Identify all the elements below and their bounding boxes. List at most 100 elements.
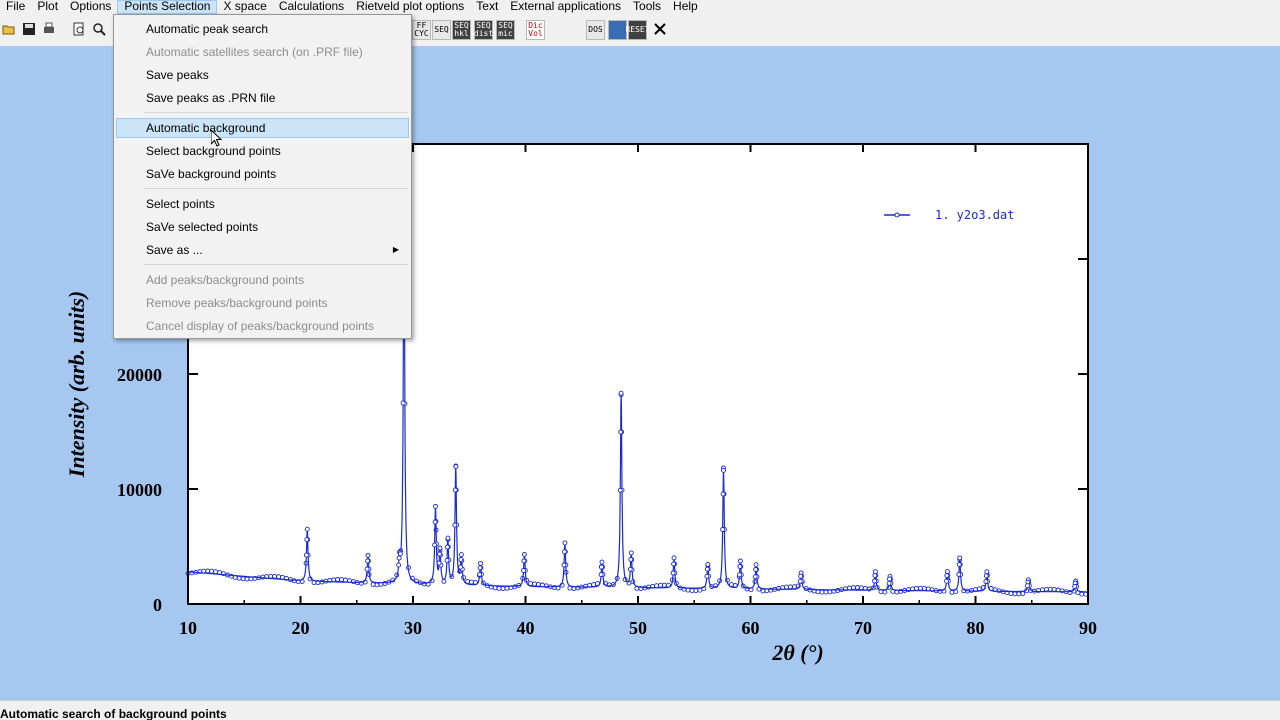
data-point [303, 560, 309, 566]
menu-plot[interactable]: Plot [37, 0, 59, 13]
dicvol-button[interactable]: Dic Vol [526, 20, 545, 40]
x-tick-label: 50 [629, 618, 647, 638]
menu-separator [144, 112, 408, 113]
preview-icon [72, 22, 86, 38]
x-tick-label: 40 [517, 618, 535, 638]
peak-marker [752, 562, 760, 580]
peak-marker [886, 573, 894, 586]
menu-rietveld-plot-options[interactable]: Rietveld plot options [356, 0, 465, 13]
peak-marker [396, 549, 403, 568]
print-button[interactable] [40, 20, 58, 40]
data-point [449, 574, 455, 580]
data-point [724, 577, 730, 583]
data-point [390, 577, 396, 583]
x-tick-label: 60 [742, 618, 760, 638]
peak-marker [797, 570, 805, 584]
data-point [441, 578, 447, 584]
data-point [555, 585, 561, 591]
plot-area: 10 20 30 40 50 60 70 80 90 0 10000 20000 2θ (°) Inten… [0, 46, 1280, 700]
data-point [559, 582, 565, 588]
save-button[interactable] [20, 20, 38, 40]
menu-option-automatic-peak-search[interactable]: Automatic peak search [146, 22, 269, 36]
submenu-arrow-icon: ▶ [392, 245, 399, 254]
peak-marker [617, 390, 625, 493]
peak-marker [432, 504, 439, 548]
menu-file[interactable]: File [6, 0, 26, 13]
data-point [366, 572, 372, 577]
menu-separator [144, 264, 408, 265]
status-bar: Automatic search of background points [0, 700, 1280, 720]
data-point [610, 582, 616, 588]
menu-option-add-peaks-background-points[interactable]: Add peaks/background points [146, 273, 305, 287]
menu-option-cancel-display-of-peaks-background-points[interactable]: Cancel display of peaks/background point… [146, 319, 375, 333]
menu-calculations[interactable]: Calculations [278, 0, 345, 13]
peak-marker [521, 551, 528, 573]
peak-marker [670, 555, 678, 576]
x-tick-label: 10 [179, 618, 197, 638]
menu-external-applications[interactable]: External applications [510, 0, 622, 13]
menu-option-remove-peaks-background-points[interactable]: Remove peaks/background points [146, 296, 328, 310]
data-point [520, 575, 526, 581]
x-tick-label: 20 [292, 618, 310, 638]
data-point [386, 579, 392, 585]
menu-points-selection[interactable]: Points Selection [117, 0, 218, 14]
x-tick-label: 30 [404, 618, 422, 638]
data-point [622, 577, 628, 582]
y-axis-label: Intensity (arb. units) [64, 291, 89, 478]
menu-text[interactable]: Text [476, 0, 499, 13]
data-point [953, 589, 959, 595]
menu-options[interactable]: Options [70, 0, 112, 13]
peak-marker [444, 535, 452, 563]
open-icon [2, 22, 16, 38]
ffcyc-button[interactable]: FF CYC [412, 20, 431, 40]
menu-option-select-points[interactable]: Select points [146, 197, 215, 211]
menu-help[interactable]: Help [673, 0, 698, 13]
data-point [524, 577, 530, 583]
menu-separator [144, 188, 408, 189]
menu-option-select-background-points[interactable]: Select background points [146, 144, 281, 158]
menu-option-save-background-points[interactable]: SaVe background points [146, 167, 277, 181]
zoom-icon [92, 22, 106, 38]
legend-label: 1. y2o3.dat [935, 208, 1014, 222]
close-button[interactable] [650, 20, 670, 40]
peak-marker [458, 552, 465, 572]
reset-button[interactable]: RESET [625, 20, 650, 40]
peak-marker [737, 558, 744, 578]
menu-option-save-selected-points[interactable]: SaVe selected points [146, 220, 259, 234]
menu-option-automatic-satellites-search-on-prf-file[interactable]: Automatic satellites search (on .PRF fil… [146, 45, 363, 59]
menu-x-space[interactable]: X space [223, 0, 267, 13]
peak-marker [598, 559, 606, 578]
peak-marker [1072, 578, 1079, 589]
menu-option-save-peaks-as-prn-file[interactable]: Save peaks as .PRN file [146, 91, 276, 105]
data-point [602, 580, 608, 586]
menu-option-automatic-background[interactable]: Automatic background [116, 118, 409, 138]
zoom-button[interactable] [90, 20, 108, 40]
data-point [433, 527, 439, 533]
data-point [882, 589, 888, 595]
seq-hkl-button[interactable]: SEQ hkl [452, 20, 471, 40]
data-point [980, 585, 986, 590]
peak-marker [303, 526, 311, 558]
menu-tools[interactable]: Tools [633, 0, 662, 13]
y-tick-label: 0 [153, 595, 162, 615]
data-point [516, 582, 522, 588]
seq-mic-button[interactable]: SEQ mic [496, 20, 515, 40]
seq-dist-button[interactable]: SEQ dist [473, 20, 494, 40]
menu-option-save-as[interactable]: Save as ... ▶ [116, 240, 409, 260]
peak-marker [956, 555, 964, 577]
legend-marker [894, 212, 900, 218]
peak-marker [561, 540, 569, 568]
data-point [630, 579, 636, 585]
seq-button[interactable]: SEQ [432, 20, 451, 40]
peak-marker [627, 550, 635, 573]
open-button[interactable] [0, 20, 18, 40]
menu-option-save-peaks[interactable]: Save peaks [146, 68, 209, 82]
preview-button[interactable] [70, 20, 88, 40]
image-button[interactable] [608, 20, 627, 40]
data-point [673, 580, 679, 586]
dos-button[interactable]: DOS [586, 20, 605, 40]
data-point [480, 580, 486, 586]
data-point [413, 578, 419, 584]
data-point [665, 582, 671, 588]
data-point [614, 575, 620, 581]
